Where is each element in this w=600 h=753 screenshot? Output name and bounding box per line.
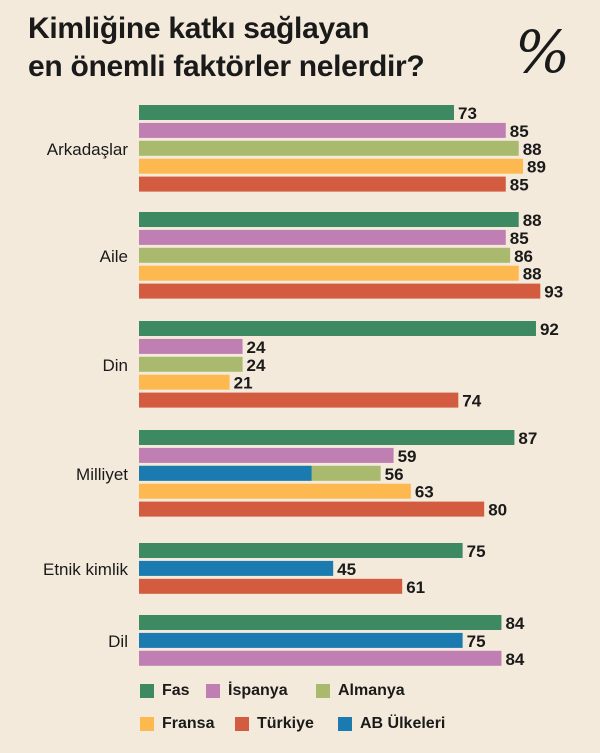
bar-milliyet-fas [139, 430, 515, 445]
legend-label-ispanya: İspanya [228, 682, 288, 699]
chart-title: Kimliğine katkı sağlayan en önemli faktö… [28, 10, 425, 86]
value-label-milliyet-turkiye: 80 [488, 501, 507, 520]
legend-label-turkiye: Türkiye [257, 715, 314, 732]
value-label-dil-ispanya: 84 [505, 650, 524, 669]
title-line-1: Kimliğine katkı sağlayan [28, 12, 370, 45]
bar-din-turkiye [139, 392, 459, 408]
bar-aile-fransa [139, 265, 519, 281]
value-label-etnik-kimlik-ab-ulkeleri: 45 [337, 560, 356, 579]
value-label-aile-turkiye: 93 [544, 283, 563, 302]
bar-milliyet-ab-ulkeleri [139, 465, 312, 481]
bar-arkadaslar-almanya [139, 140, 519, 156]
value-label-din-fransa: 21 [234, 374, 253, 393]
bar-aile-fas [139, 212, 519, 227]
category-label-dil: Dil [108, 632, 128, 651]
bar-din-ispanya [139, 338, 243, 354]
legend-item-almanya: Almanya [316, 682, 405, 700]
bar-arkadaslar-turkiye [139, 176, 506, 192]
bar-milliyet-turkiye [139, 501, 485, 517]
value-label-din-fas: 92 [540, 320, 559, 339]
category-label-etnik-kimlik: Etnik kimlik [43, 560, 129, 579]
value-label-arkadaslar-fas: 73 [458, 104, 477, 123]
value-label-milliyet-almanya: 56 [385, 465, 404, 484]
bar-aile-turkiye [139, 283, 541, 299]
bar-arkadaslar-fas [139, 105, 454, 120]
value-label-milliyet-fransa: 63 [415, 483, 434, 502]
bar-arkadaslar-fransa [139, 158, 524, 174]
legend-item-ab-ulkeleri: AB Ülkeleri [338, 715, 445, 733]
legend-item-fas: Fas [140, 682, 190, 700]
bar-etnik-kimlik-turkiye [139, 578, 403, 594]
value-label-arkadaslar-almanya: 88 [523, 140, 542, 159]
value-label-din-ispanya: 24 [247, 338, 266, 357]
legend-swatch-fas [140, 684, 154, 698]
title-line-2: en önemli faktörler nelerdir? [28, 50, 425, 83]
legend-swatch-almanya [316, 684, 330, 698]
value-label-din-almanya: 24 [247, 356, 266, 375]
value-label-dil-ab-ulkeleri: 75 [467, 632, 486, 651]
value-label-din-turkiye: 74 [462, 392, 481, 411]
category-label-milliyet: Milliyet [76, 465, 128, 484]
legend-swatch-turkiye [235, 717, 249, 731]
legend-item-fransa: Fransa [140, 715, 214, 733]
bar-dil-ab-ulkeleri [139, 632, 463, 648]
bar-din-almanya [139, 356, 243, 372]
percent-symbol: % [515, 18, 571, 86]
bar-arkadaslar-ispanya [139, 122, 506, 138]
value-label-arkadaslar-ispanya: 85 [510, 122, 529, 141]
legend-swatch-ab-ulkeleri [338, 717, 352, 731]
value-label-milliyet-ispanya: 59 [398, 447, 417, 466]
bar-aile-ispanya [139, 229, 506, 245]
legend-item-turkiye: Türkiye [235, 715, 314, 733]
bar-dil-ispanya [139, 650, 502, 666]
legend-label-ab-ulkeleri: AB Ülkeleri [360, 715, 446, 732]
value-label-etnik-kimlik-turkiye: 61 [406, 578, 425, 597]
legend-label-almanya: Almanya [338, 682, 405, 699]
bar-din-fransa [139, 374, 230, 390]
value-label-etnik-kimlik-fas: 75 [467, 542, 486, 561]
category-label-din: Din [102, 356, 128, 375]
category-label-aile: Aile [100, 247, 128, 266]
value-label-arkadaslar-fransa: 89 [527, 158, 546, 177]
legend-label-fas: Fas [162, 682, 190, 699]
legend-item-ispanya: İspanya [206, 682, 288, 700]
bar-din-fas [139, 321, 536, 336]
bar-etnik-kimlik-ab-ulkeleri [139, 560, 334, 576]
legend-label-fransa: Fransa [162, 715, 215, 732]
value-label-dil-fas: 84 [505, 614, 524, 633]
legend-swatch-fransa [140, 717, 154, 731]
legend-swatch-ispanya [206, 684, 220, 698]
bar-milliyet-ispanya [139, 447, 394, 463]
value-label-aile-fransa: 88 [523, 265, 542, 284]
category-label-arkadaslar: Arkadaşlar [47, 140, 129, 159]
bar-milliyet-fransa [139, 483, 411, 499]
value-label-aile-fas: 88 [523, 211, 542, 230]
bar-aile-almanya [139, 247, 511, 263]
value-label-milliyet-fas: 87 [518, 429, 537, 448]
value-label-aile-almanya: 86 [514, 247, 533, 266]
bar-dil-fas [139, 615, 502, 630]
value-label-aile-ispanya: 85 [510, 229, 529, 248]
value-label-arkadaslar-turkiye: 85 [510, 176, 529, 195]
bar-etnik-kimlik-fas [139, 543, 463, 558]
